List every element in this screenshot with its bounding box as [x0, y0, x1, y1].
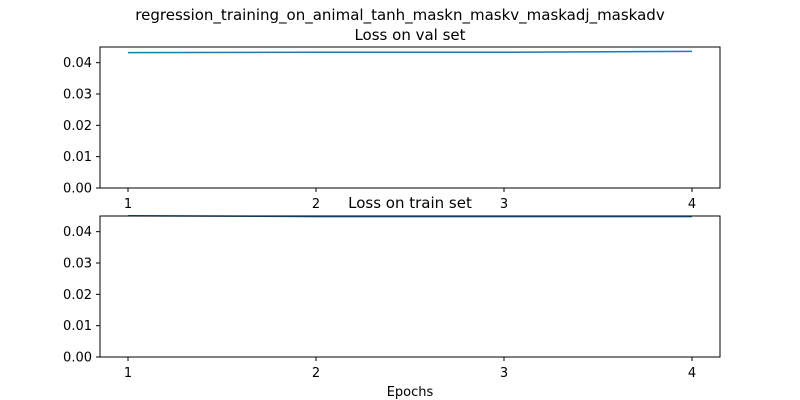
- x-tick-label: 2: [312, 197, 320, 212]
- x-tick-label: 2: [312, 366, 320, 381]
- y-tick-label: 0.04: [63, 225, 92, 240]
- y-tick-label: 0.01: [63, 150, 92, 165]
- x-tick-label: 4: [688, 197, 696, 212]
- y-tick-label: 0.02: [63, 119, 92, 134]
- y-tick-label: 0.04: [63, 56, 92, 71]
- subplot-title: Loss on train set: [348, 194, 472, 212]
- series-line: [127, 50, 693, 54]
- axes-frame: [99, 46, 721, 189]
- y-tick-label: 0.03: [63, 257, 92, 272]
- x-axis-label: Epochs: [387, 385, 434, 400]
- subplot-2: Loss on train set 0.00 0.01 0.02 0.03 0.04 1 2 3…: [63, 194, 721, 400]
- x-tick-label: 1: [124, 197, 132, 212]
- subplot-title: Loss on val set: [354, 26, 465, 44]
- x-tick-label: 1: [124, 366, 132, 381]
- y-tick-label: 0.01: [63, 319, 92, 334]
- figure-title: regression_training_on_animal_tanh_maskn…: [135, 6, 665, 25]
- x-tick-label: 3: [500, 366, 508, 381]
- x-tick-label: 3: [500, 197, 508, 212]
- subplot-1: Loss on val set 0.00 0.01 0.02 0.03 0.04 1 2 3 4: [63, 26, 721, 212]
- y-tick-label: 0.02: [63, 288, 92, 303]
- axes-frame: [99, 215, 721, 358]
- y-tick-label: 0.03: [63, 88, 92, 103]
- y-tick-label: 0.00: [63, 351, 92, 366]
- x-tick-label: 4: [688, 366, 696, 381]
- y-tick-label: 0.00: [63, 182, 92, 197]
